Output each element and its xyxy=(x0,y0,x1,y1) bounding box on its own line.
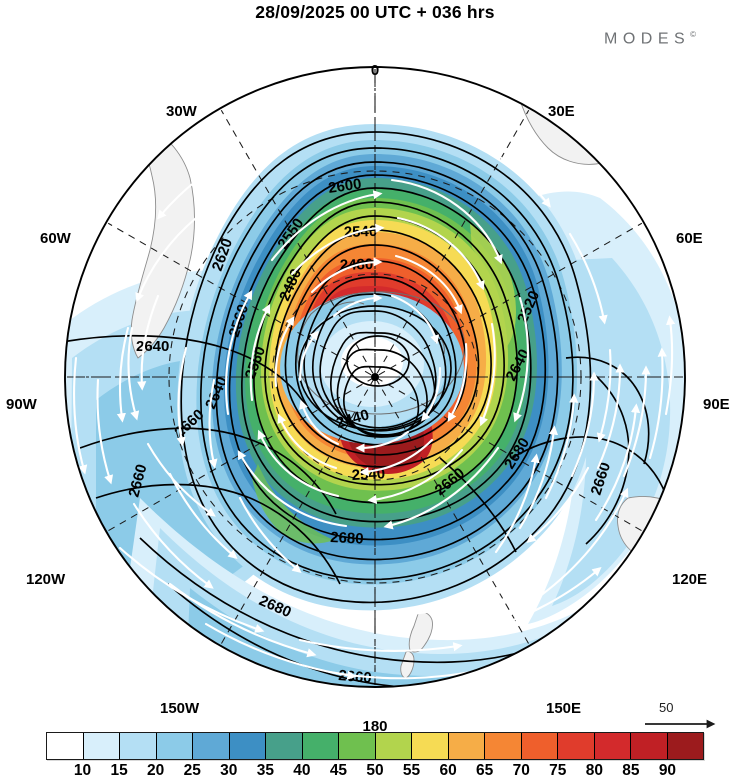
colorbar-cell xyxy=(521,733,558,759)
colorbar-tick: 55 xyxy=(402,762,421,779)
colorbar-cell xyxy=(375,733,412,759)
colorbar-tick: 15 xyxy=(110,762,128,779)
colorbar-cell xyxy=(120,733,157,759)
longitude-label-150w: 150W xyxy=(160,700,200,717)
longitude-label-0: 0 xyxy=(370,62,380,79)
longitude-label-90e: 90E xyxy=(703,396,730,413)
svg-text:2680: 2680 xyxy=(330,529,364,548)
colorbar-tick: 10 xyxy=(73,762,92,779)
map-canvas: 2600 2550 2540 2480 2480 2620 2640 2660 … xyxy=(64,66,686,688)
colorbar-tick: 70 xyxy=(512,762,530,779)
colorbar-tick-labels: 10 15 20 25 30 35 40 45 50 55 60 65 70 75 80 85 90 xyxy=(46,762,704,782)
longitude-label-150e: 150E xyxy=(546,700,582,717)
page-title: 28/09/2025 00 UTC + 036 hrs xyxy=(255,2,495,22)
globe-outline xyxy=(64,66,686,688)
colorbar-tick: 25 xyxy=(183,762,201,779)
modes-logo-text: MODES xyxy=(604,30,691,48)
svg-text:2600: 2600 xyxy=(327,175,362,196)
colorbar-cell xyxy=(594,733,631,759)
wind-reference-value: 50 xyxy=(659,700,674,715)
colorbar-cell xyxy=(485,733,522,759)
colorbar-cell xyxy=(412,733,449,759)
wind-reference-vector: 50 xyxy=(645,700,740,738)
modes-logo: MODES© xyxy=(604,30,744,48)
wind-reference-arrow-icon xyxy=(645,719,716,729)
colorbar-cell xyxy=(302,733,339,759)
colorbar-cells xyxy=(46,732,704,760)
colorbar-tick: 50 xyxy=(366,762,384,779)
colorbar-tick: 75 xyxy=(549,762,567,779)
colorbar-cell xyxy=(448,733,485,759)
longitude-label-60e: 60E xyxy=(676,230,703,247)
colorbar-tick: 40 xyxy=(293,762,311,779)
colorbar-cell xyxy=(339,733,376,759)
colorbar-tick: 85 xyxy=(622,762,640,779)
colorbar-cell xyxy=(47,733,84,759)
polar-map: 2600 2550 2540 2480 2480 2620 2640 2660 … xyxy=(0,28,750,735)
colorbar-tick: 30 xyxy=(220,762,238,779)
svg-text:2540: 2540 xyxy=(351,465,385,484)
longitude-label-30e: 30E xyxy=(548,103,575,120)
colorbar-tick: 60 xyxy=(439,762,457,779)
longitude-label-120e: 120E xyxy=(672,571,708,588)
colorbar-tick: 45 xyxy=(329,762,348,779)
colorbar-cell xyxy=(229,733,266,759)
pole-marker xyxy=(371,373,379,381)
colorbar-cell xyxy=(156,733,193,759)
colorbar-cell xyxy=(83,733,120,759)
copyright-mark: © xyxy=(690,30,697,39)
colorbar-tick: 65 xyxy=(476,762,494,779)
svg-text:2640: 2640 xyxy=(136,338,169,355)
longitude-label-60w: 60W xyxy=(40,230,71,247)
colorbar: 10 15 20 25 30 35 40 45 50 55 60 65 70 75 80 85 90 xyxy=(0,726,750,782)
longitude-label-90w: 90W xyxy=(6,396,37,413)
colorbar-tick: 80 xyxy=(585,762,603,779)
colorbar-cell xyxy=(667,733,703,759)
longitude-label-180: 180 xyxy=(362,718,388,735)
wind-streamlines xyxy=(73,136,676,680)
colorbar-cell xyxy=(631,733,668,759)
longitude-label-120w: 120W xyxy=(26,571,66,588)
colorbar-tick: 20 xyxy=(147,762,165,779)
colorbar-cell xyxy=(266,733,303,759)
colorbar-cell xyxy=(193,733,230,759)
graticule-prime-meridian xyxy=(67,69,683,685)
longitude-label-30w: 30W xyxy=(166,103,197,120)
colorbar-tick: 90 xyxy=(658,762,677,779)
colorbar-cell xyxy=(558,733,595,759)
colorbar-tick: 35 xyxy=(256,762,274,779)
